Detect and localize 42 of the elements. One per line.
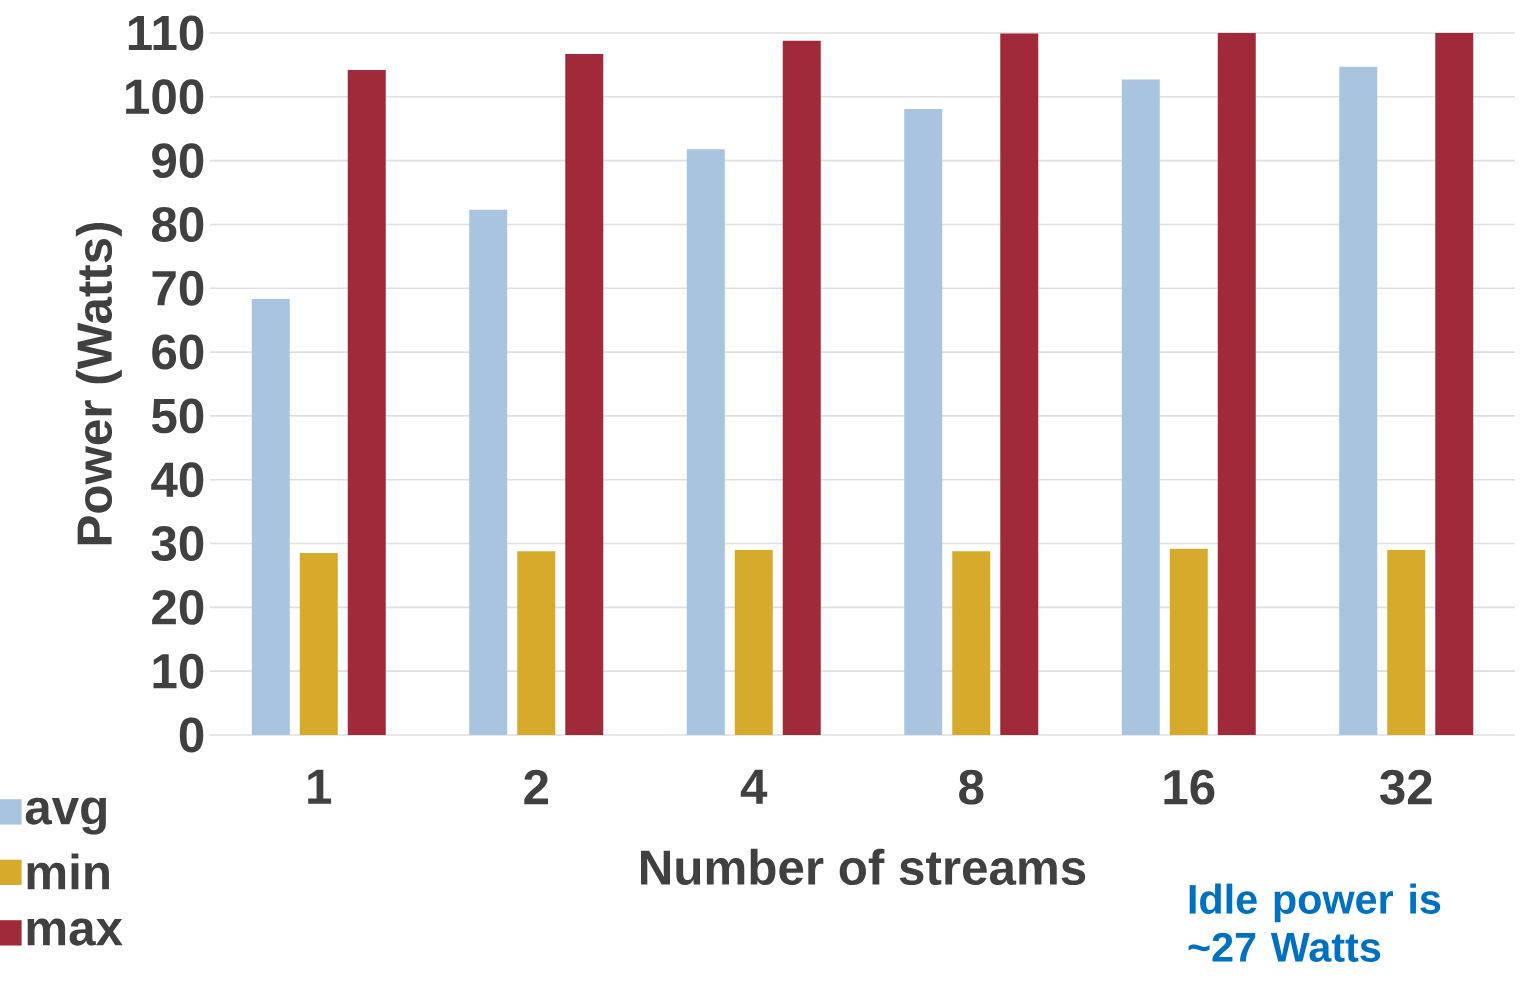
legend-label: max (27, 918, 123, 946)
legend-label: min (27, 853, 109, 890)
bar (517, 551, 556, 735)
bar (904, 108, 943, 735)
y-tick-label: 90 (152, 143, 204, 179)
y-axis-title: Power (Watts) (75, 222, 122, 545)
bar (299, 553, 338, 735)
x-tick-label: 16 (1164, 769, 1215, 805)
x-tick-label: 2 (524, 769, 549, 805)
bar (686, 149, 725, 735)
x-tick-label: 8 (959, 769, 984, 805)
bar (1000, 33, 1039, 735)
y-tick-label: 40 (151, 462, 204, 498)
bar (952, 551, 991, 735)
bar (469, 209, 508, 735)
bar (1121, 79, 1160, 735)
y-tick-label: 110 (128, 15, 204, 51)
y-tick-label: 20 (152, 589, 204, 625)
bar (1435, 32, 1474, 735)
bar (565, 54, 604, 735)
x-tick-label: 32 (1379, 769, 1432, 805)
y-tick-label: 30 (151, 526, 204, 562)
bar (1339, 66, 1378, 735)
bar (734, 549, 773, 735)
y-tick-label: 100 (126, 79, 204, 115)
y-tick-label: 50 (151, 398, 204, 434)
y-tick-label: 60 (152, 334, 204, 370)
y-tick-label: 0 (179, 717, 204, 753)
legend-label: avg (25, 797, 106, 835)
bar (782, 40, 821, 735)
bar (251, 299, 290, 735)
y-tick-label: 70 (152, 270, 204, 306)
x-axis-title: Number of streams (641, 848, 1086, 886)
x-tick-label: 4 (740, 769, 768, 804)
bar (1387, 549, 1426, 735)
y-tick-label: 10 (153, 653, 204, 689)
bar (347, 70, 386, 735)
text: Idle power is ~27 Watts (1188, 883, 1441, 962)
x-tick-label: 1 (308, 769, 332, 804)
bar (1169, 548, 1208, 735)
bar (1217, 32, 1256, 735)
y-tick-label: 80 (151, 206, 204, 242)
